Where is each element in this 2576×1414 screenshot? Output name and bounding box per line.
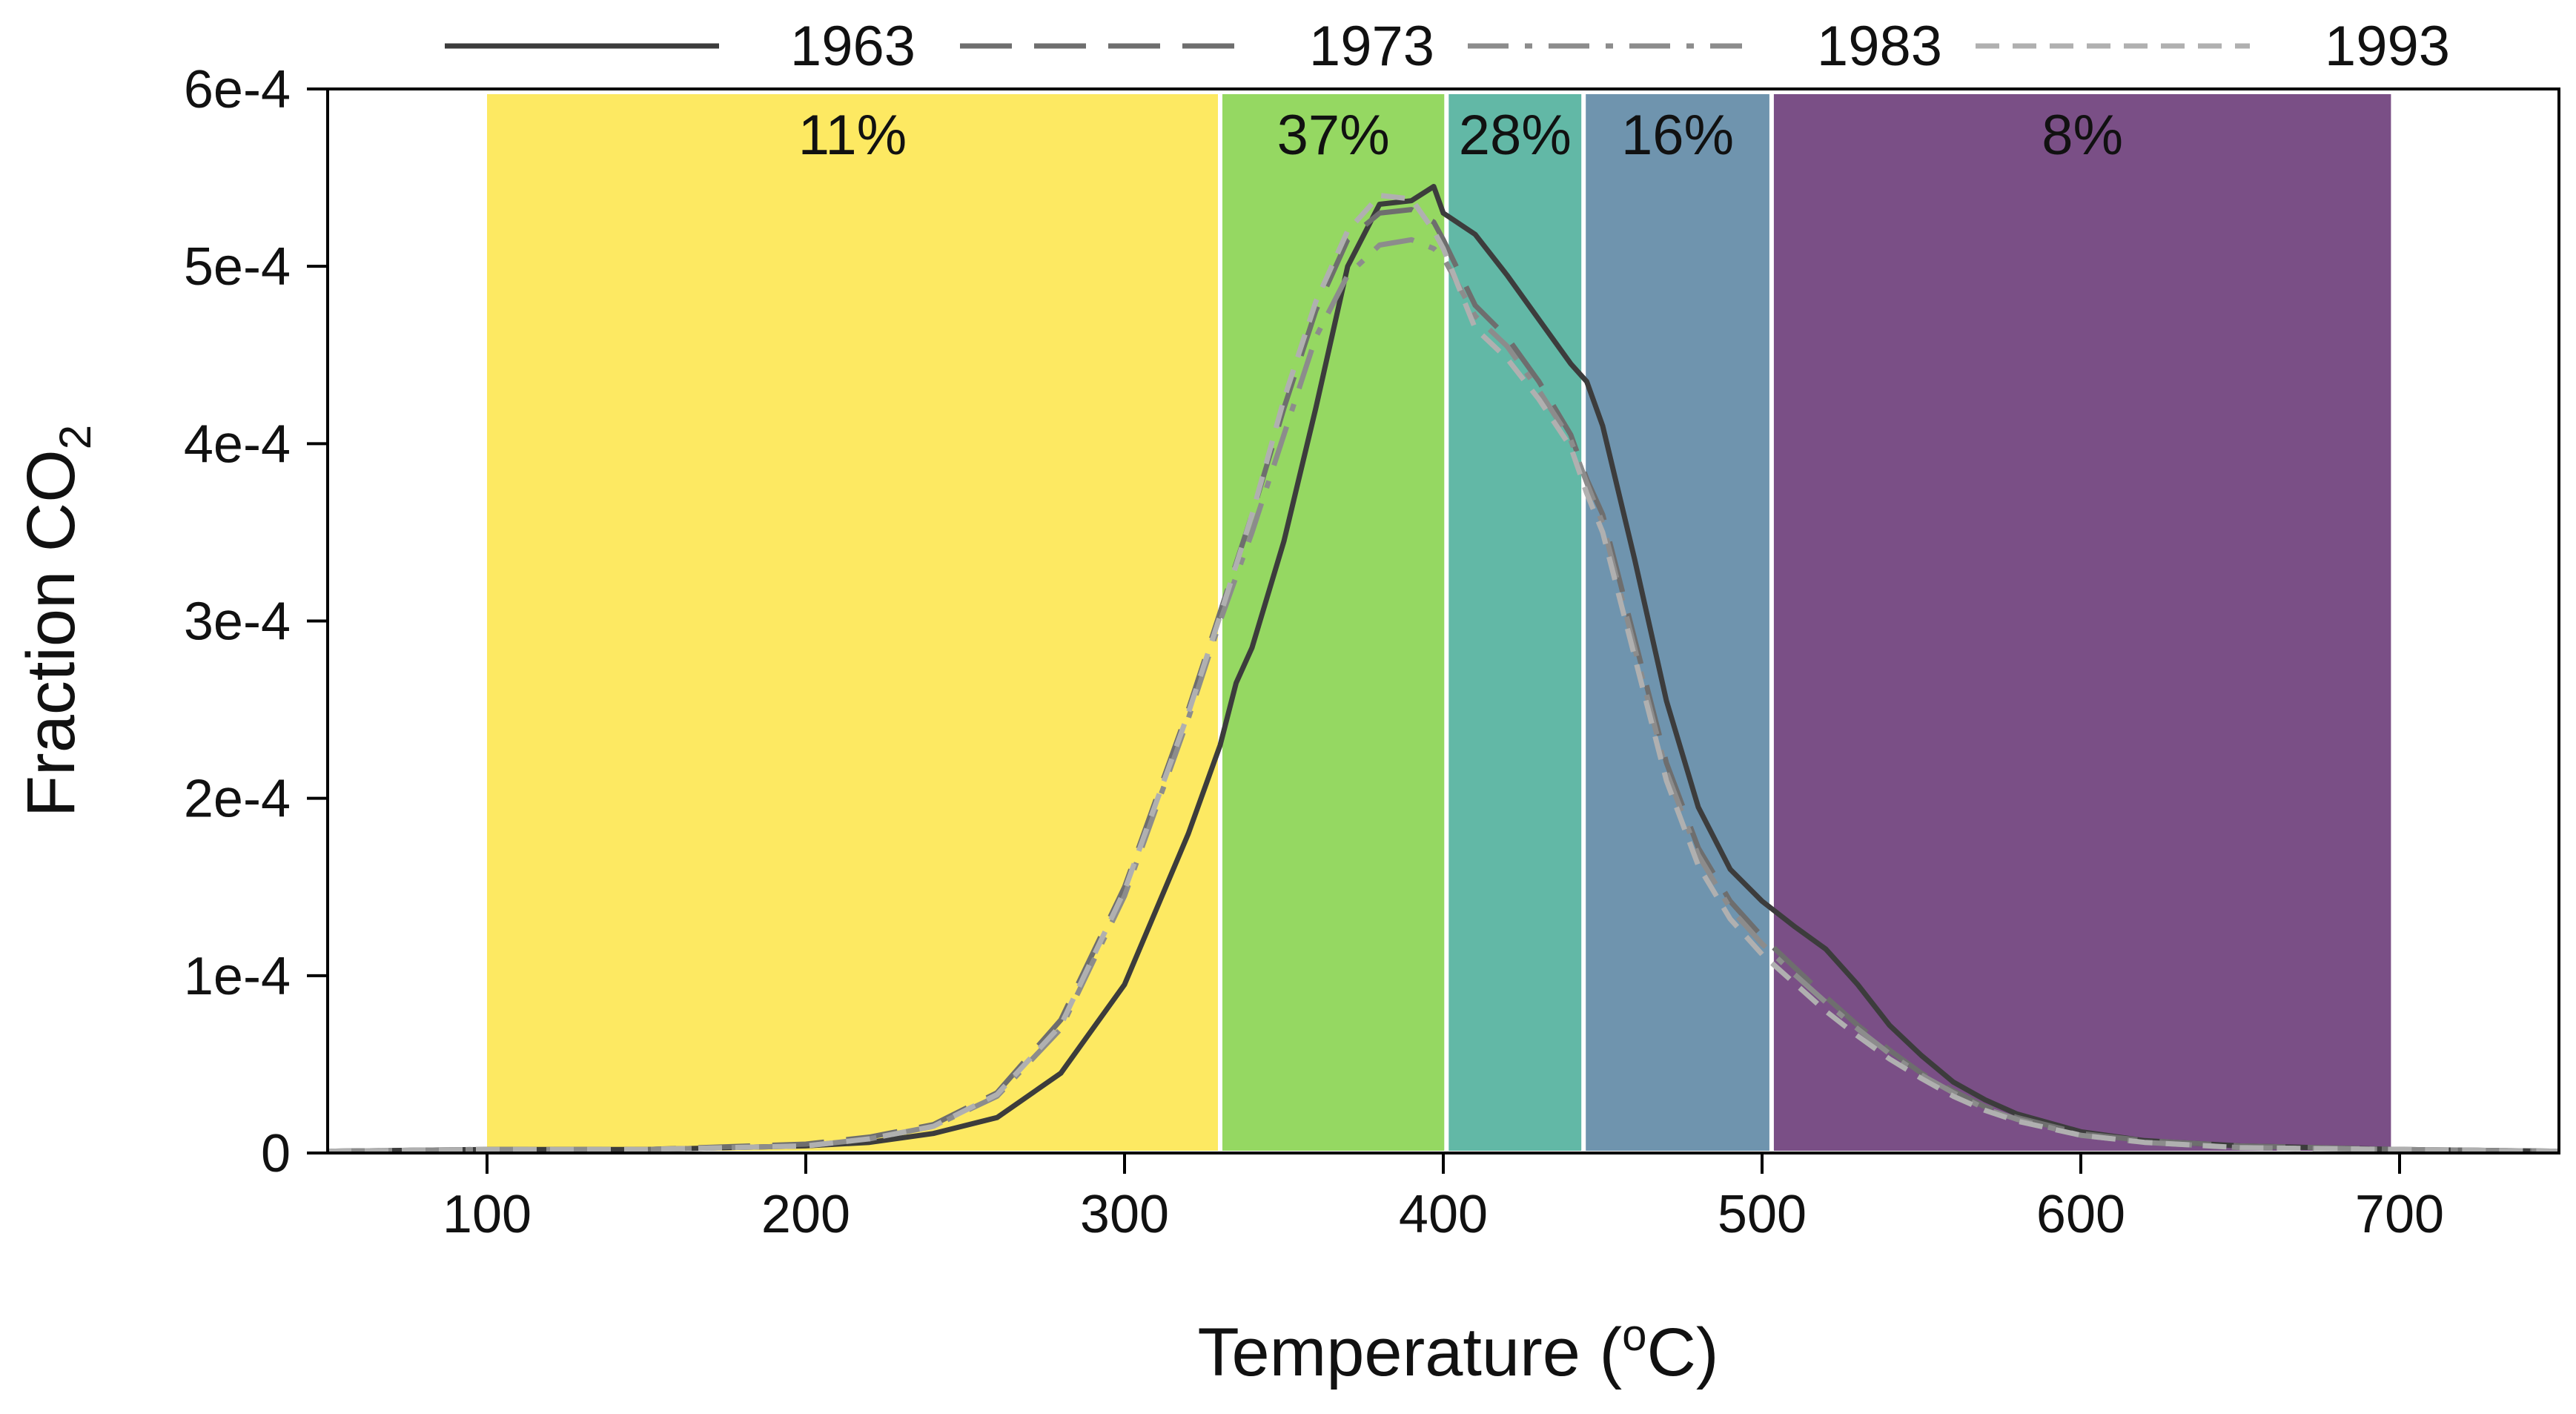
series-line-1963: [327, 184, 2560, 1154]
x-tick-label: 400: [1399, 1185, 1488, 1244]
band-5: [1773, 94, 2391, 1151]
x-axis-title-suffix: C): [1646, 1315, 1718, 1390]
band-4: [1586, 94, 1769, 1151]
axis-ticks: 100 200 300 400 500 600 700 0 1e-4 2e-4 3e-4 4e-4 5e…: [184, 60, 2444, 1244]
band-label-3: 28%: [1459, 104, 1572, 167]
legend-label-1983: 1983: [1817, 15, 1942, 78]
temperature-bands: [487, 94, 2391, 1151]
band-label-1: 11%: [798, 104, 907, 167]
y-tick-label: 6e-4: [184, 60, 291, 119]
band-1: [487, 94, 1218, 1151]
y-tick-label: 2e-4: [184, 770, 291, 829]
x-tick-label: 200: [761, 1185, 850, 1244]
band-2: [1222, 94, 1445, 1151]
legend-label-1993: 1993: [2325, 15, 2450, 78]
series-lines: [327, 184, 2560, 1154]
y-tick-label: 5e-4: [184, 237, 291, 297]
x-tick-label: 300: [1080, 1185, 1169, 1244]
x-axis-title: Temperature (oC): [1197, 1310, 1718, 1390]
y-tick-label: 0: [261, 1124, 291, 1183]
band-label-4: 16%: [1621, 104, 1734, 167]
y-axis-title-main: Fraction CO: [13, 449, 89, 817]
y-tick-label: 1e-4: [184, 947, 291, 1006]
legend-label-1963: 1963: [790, 15, 915, 78]
series-line-1983: [327, 237, 2560, 1154]
series-line-1993: [327, 193, 2560, 1154]
band-label-5: 8%: [2042, 104, 2123, 167]
x-tick-label: 700: [2355, 1185, 2444, 1244]
x-tick-label: 100: [443, 1185, 532, 1244]
x-axis-title-superscript: o: [1622, 1310, 1646, 1360]
y-tick-label: 3e-4: [184, 592, 291, 652]
x-axis-title-main: Temperature (: [1197, 1315, 1622, 1390]
x-tick-label: 600: [2036, 1185, 2125, 1244]
band-labels: 11% 37% 28% 16% 8%: [798, 104, 2123, 167]
x-tick-label: 500: [1718, 1185, 1807, 1244]
y-axis-title-subscript: 2: [50, 425, 100, 449]
legend: 1963 1973 1983 1993: [445, 15, 2450, 78]
y-tick-label: 4e-4: [184, 414, 291, 474]
band-3: [1448, 94, 1582, 1151]
band-label-2: 37%: [1277, 104, 1390, 167]
y-axis-title: Fraction CO2: [13, 425, 100, 817]
legend-label-1973: 1973: [1309, 15, 1434, 78]
